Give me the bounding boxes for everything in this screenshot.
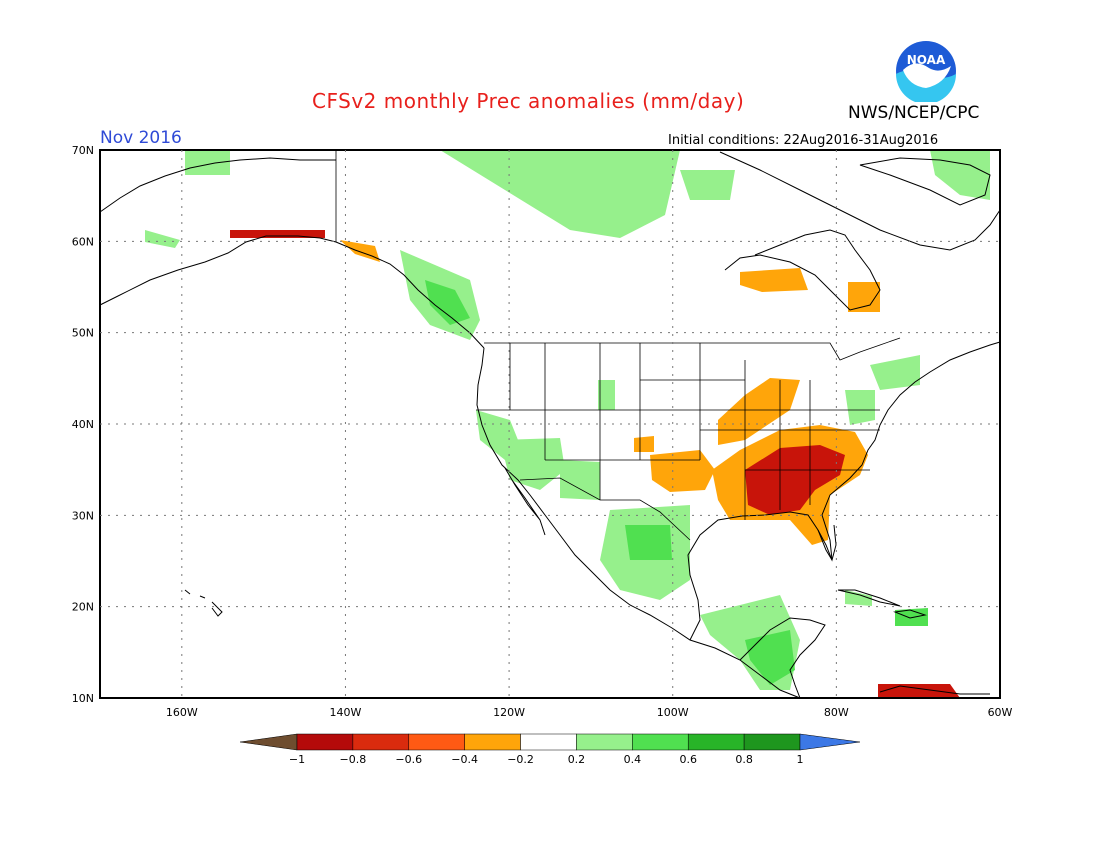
anomaly-region (340, 240, 380, 262)
legend-label: −1 (289, 753, 305, 766)
lat-label: 50N (72, 327, 94, 340)
lat-label: 10N (72, 692, 94, 705)
legend-arrow-high (799, 733, 861, 751)
legend-label: 1 (797, 753, 804, 766)
anomaly-region (845, 590, 872, 606)
initial-conditions: Initial conditions: 22Aug2016-31Aug2016 (668, 133, 939, 148)
legend-swatch (687, 733, 745, 751)
legend-swatch (576, 733, 633, 751)
anomaly-region (598, 380, 615, 410)
lat-label: 20N (72, 601, 94, 614)
legend-label: −0.6 (395, 753, 422, 766)
anomaly-region (845, 390, 875, 425)
anomaly-region (848, 282, 880, 312)
legend-swatch (743, 733, 801, 751)
anomaly-region (440, 150, 680, 238)
lat-label: 70N (72, 144, 94, 157)
legend-label: −0.4 (451, 753, 478, 766)
legend-swatch (464, 733, 521, 751)
anomaly-region (930, 150, 990, 200)
color-legend (239, 733, 861, 751)
legend-arrow-low (239, 733, 298, 751)
anomaly-region (745, 630, 795, 685)
anomaly-region (634, 436, 654, 452)
anomaly-region (718, 378, 800, 445)
latitude-labels: 70N 60N 50N 40N 30N 20N 10N (72, 144, 94, 705)
legend-label: −0.8 (340, 753, 367, 766)
legend-swatch (408, 733, 465, 751)
legend-label: 0.6 (679, 753, 697, 766)
anomaly-region (680, 170, 735, 200)
forecast-period: Nov 2016 (100, 128, 182, 148)
logo-text: NOAA (907, 53, 946, 67)
anomaly-region (878, 684, 960, 698)
anomaly-region (745, 445, 845, 515)
lon-label: 60W (988, 706, 1013, 719)
lon-label: 80W (824, 706, 849, 719)
map-title: CFSv2 monthly Prec anomalies (mm/day) (312, 89, 745, 113)
organization-label: NWS/NCEP/CPC (848, 103, 980, 123)
lat-label: 40N (72, 418, 94, 431)
lon-label: 140W (330, 706, 362, 719)
anomaly-region (625, 525, 672, 560)
graticule (100, 150, 1000, 698)
legend-swatch (520, 733, 577, 751)
anomaly-region (145, 230, 180, 248)
anomaly-fills (145, 150, 990, 698)
legend-label: 0.2 (568, 753, 586, 766)
lat-label: 30N (72, 509, 94, 522)
anomaly-region (500, 438, 565, 490)
legend-labels: −1 −0.8 −0.6 −0.4 −0.2 0.2 0.4 0.6 0.8 1 (289, 753, 804, 766)
anomaly-region (870, 355, 920, 390)
lon-label: 160W (166, 706, 198, 719)
anomaly-region (185, 150, 230, 175)
legend-label: 0.4 (624, 753, 642, 766)
anomaly-region (560, 460, 600, 500)
anomaly-region (895, 608, 928, 626)
lat-label: 60N (72, 235, 94, 248)
lon-label: 120W (493, 706, 525, 719)
anomaly-region (425, 280, 470, 325)
anomaly-region (650, 450, 715, 492)
legend-label: 0.8 (735, 753, 753, 766)
coastlines (99, 151, 1001, 699)
anomaly-region (740, 268, 808, 292)
legend-swatch (296, 733, 354, 751)
noaa-logo: NOAA (896, 41, 956, 102)
legend-swatch (632, 733, 689, 751)
longitude-labels: 160W 140W 120W 100W 80W 60W (166, 706, 1013, 719)
legend-label: −0.2 (507, 753, 534, 766)
legend-swatch (352, 733, 410, 751)
lon-label: 100W (657, 706, 689, 719)
political-borders (335, 150, 901, 541)
